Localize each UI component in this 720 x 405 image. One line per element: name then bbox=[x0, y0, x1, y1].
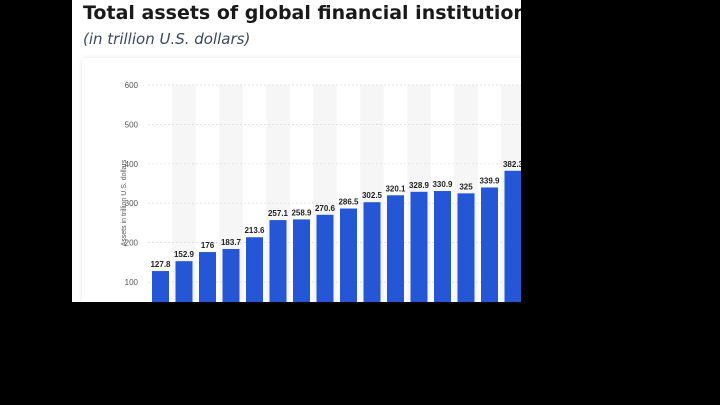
bar-value-label: 286.5 bbox=[338, 198, 359, 207]
y-tick-label: 500 bbox=[125, 120, 139, 129]
bar bbox=[246, 237, 263, 302]
chart-title: Total assets of global financial institu… bbox=[83, 2, 521, 24]
bar-value-label: 152.9 bbox=[174, 250, 195, 259]
bar bbox=[152, 271, 169, 302]
column-band bbox=[219, 85, 243, 302]
bar-value-label: 320.1 bbox=[385, 184, 406, 193]
bar bbox=[457, 193, 475, 302]
bar bbox=[316, 214, 334, 302]
bar bbox=[340, 208, 357, 302]
bar bbox=[175, 261, 193, 302]
bar-value-label: 258.9 bbox=[291, 208, 312, 217]
bar bbox=[269, 220, 287, 302]
bar-value-label: 127.8 bbox=[150, 260, 171, 269]
y-tick-label: 200 bbox=[125, 239, 139, 248]
bar-value-label: 339.9 bbox=[479, 176, 500, 185]
bar bbox=[293, 219, 310, 302]
bar-value-label: 183.7 bbox=[221, 238, 242, 247]
bar-value-label: 330.9 bbox=[432, 180, 453, 189]
y-tick-label: 100 bbox=[125, 278, 139, 287]
bar bbox=[410, 191, 428, 302]
bar bbox=[504, 170, 521, 302]
bar bbox=[199, 252, 216, 302]
bar-value-label: 325 bbox=[459, 182, 473, 191]
bar-value-label: 382.3 bbox=[503, 160, 521, 169]
chart-panel: Total assets of global financial institu… bbox=[72, 0, 521, 302]
chart-subtitle: (in trillion U.S. dollars) bbox=[83, 30, 251, 48]
bar-value-label: 270.6 bbox=[315, 204, 336, 213]
bar bbox=[387, 195, 404, 302]
y-tick-label: 600 bbox=[125, 81, 139, 90]
y-tick-label: 300 bbox=[125, 199, 139, 208]
bar-value-label: 176 bbox=[201, 241, 215, 250]
bar-value-label: 213.6 bbox=[244, 226, 265, 235]
plot-card: 100 200 300 400 500 600 Assets in trillion U.S… bbox=[82, 58, 521, 302]
column-band bbox=[172, 85, 196, 302]
bar bbox=[363, 202, 381, 302]
bar bbox=[222, 249, 240, 302]
bar-chart: 100 200 300 400 500 600 Assets in trillion U.S… bbox=[121, 81, 521, 302]
y-tick-label: 400 bbox=[125, 160, 139, 169]
bar bbox=[434, 191, 451, 302]
y-axis-title: Assets in trillion U.S. dollars bbox=[121, 159, 128, 246]
bar-value-label: 328.9 bbox=[409, 181, 430, 190]
bar bbox=[481, 187, 498, 302]
bar-value-label: 257.1 bbox=[268, 209, 289, 218]
bar-value-label: 302.5 bbox=[362, 191, 383, 200]
